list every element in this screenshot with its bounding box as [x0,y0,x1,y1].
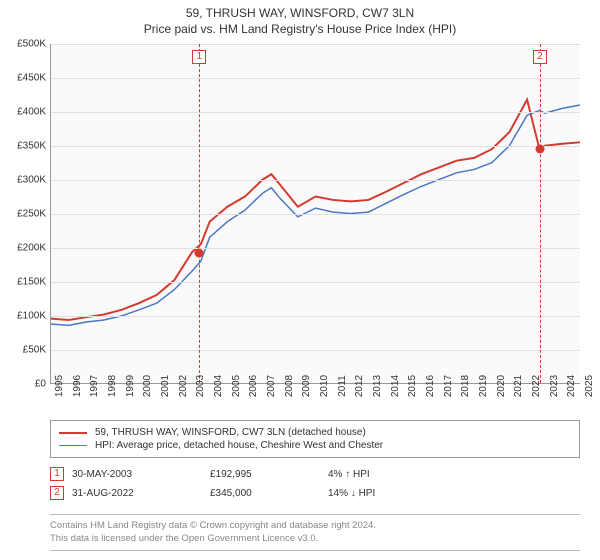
transaction-row: 2 31-AUG-2022 £345,000 14% ↓ HPI [50,486,580,500]
xtick-label: 2001 [160,375,171,397]
chart-title-address: 59, THRUSH WAY, WINSFORD, CW7 3LN [0,0,600,20]
ytick-label: £0 [2,379,46,390]
ytick-label: £450K [2,73,46,84]
xtick-label: 2019 [478,375,489,397]
xtick-label: 1998 [107,375,118,397]
footer-line-2: This data is licensed under the Open Gov… [50,532,580,545]
series-line-hpi [51,105,580,325]
xtick-label: 2021 [513,375,524,397]
xtick-label: 2023 [549,375,560,397]
series-line-property [51,100,580,320]
xtick-label: 2011 [337,375,348,397]
reference-marker-2: 2 [533,50,547,64]
xtick-label: 1996 [72,375,83,397]
gridline-h [51,146,580,147]
gridline-h [51,214,580,215]
xtick-label: 2020 [496,375,507,397]
transaction-delta: 4% ↑ HPI [328,469,448,480]
gridline-h [51,350,580,351]
transaction-price: £345,000 [210,488,320,499]
gridline-h [51,78,580,79]
legend-item: 59, THRUSH WAY, WINSFORD, CW7 3LN (detac… [59,427,571,438]
xtick-label: 2008 [284,375,295,397]
transaction-rows: 1 30-MAY-2003 £192,995 4% ↑ HPI 2 31-AUG-2022… [50,462,580,505]
gridline-h [51,316,580,317]
legend-label: 59, THRUSH WAY, WINSFORD, CW7 3LN (detac… [95,427,366,438]
transaction-marker: 1 [50,467,64,481]
ytick-label: £50K [2,345,46,356]
ytick-label: £500K [2,39,46,50]
reference-dot-2 [535,145,544,154]
xtick-label: 2003 [195,375,206,397]
xtick-label: 2012 [354,375,365,397]
ytick-label: £150K [2,277,46,288]
xtick-label: 2024 [566,375,577,397]
ytick-label: £250K [2,209,46,220]
ytick-label: £200K [2,243,46,254]
xtick-label: 2007 [266,375,277,397]
transaction-date: 30-MAY-2003 [72,469,202,480]
ytick-label: £100K [2,311,46,322]
xtick-label: 2009 [301,375,312,397]
legend-box: 59, THRUSH WAY, WINSFORD, CW7 3LN (detac… [50,420,580,458]
xtick-label: 2004 [213,375,224,397]
reference-marker-1: 1 [192,50,206,64]
xtick-label: 2013 [372,375,383,397]
transaction-row: 1 30-MAY-2003 £192,995 4% ↑ HPI [50,467,580,481]
xtick-label: 2022 [531,375,542,397]
reference-dot-1 [195,248,204,257]
chart-plot-area: 12 [50,44,580,384]
legend-label: HPI: Average price, detached house, Ches… [95,440,383,451]
xtick-label: 2010 [319,375,330,397]
footer-line-1: Contains HM Land Registry data © Crown c… [50,519,580,532]
xtick-label: 1999 [125,375,136,397]
xtick-label: 2025 [584,375,595,397]
ytick-label: £400K [2,107,46,118]
reference-line-1 [199,44,200,383]
xtick-label: 2002 [178,375,189,397]
xtick-label: 2015 [407,375,418,397]
gridline-h [51,44,580,45]
gridline-h [51,112,580,113]
legend-swatch [59,445,87,447]
gridline-h [51,180,580,181]
transaction-price: £192,995 [210,469,320,480]
footer-attribution: Contains HM Land Registry data © Crown c… [50,514,580,551]
ytick-label: £300K [2,175,46,186]
chart-title-subtitle: Price paid vs. HM Land Registry's House … [0,20,600,36]
transaction-delta: 14% ↓ HPI [328,488,448,499]
transaction-marker: 2 [50,486,64,500]
xtick-label: 1995 [54,375,65,397]
xtick-label: 2017 [443,375,454,397]
xtick-label: 2005 [231,375,242,397]
transaction-date: 31-AUG-2022 [72,488,202,499]
gridline-h [51,282,580,283]
legend-item: HPI: Average price, detached house, Ches… [59,440,571,451]
ytick-label: £350K [2,141,46,152]
xtick-label: 2018 [460,375,471,397]
xtick-label: 2014 [390,375,401,397]
reference-line-2 [540,44,541,383]
xtick-label: 2006 [248,375,259,397]
xtick-label: 2000 [142,375,153,397]
xtick-label: 2016 [425,375,436,397]
gridline-h [51,248,580,249]
legend-swatch [59,432,87,434]
xtick-label: 1997 [89,375,100,397]
